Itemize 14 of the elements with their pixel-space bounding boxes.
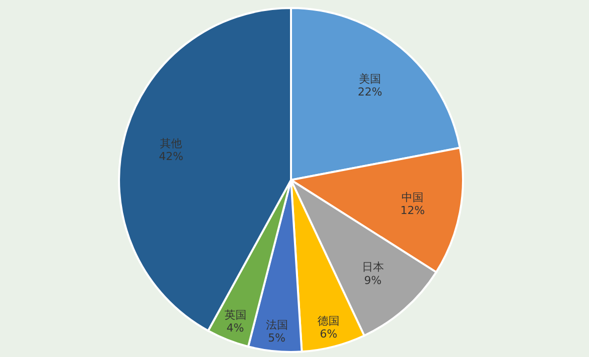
data-label: 12%	[400, 204, 425, 218]
data-label: 6%	[320, 328, 338, 341]
slice-label: 日本	[362, 260, 384, 274]
data-label: 42%	[158, 150, 184, 164]
data-label: 5%	[268, 332, 286, 345]
slice-label: 美国	[358, 72, 381, 86]
data-label: 4%	[226, 322, 244, 335]
data-label: 9%	[364, 274, 382, 287]
data-label: 22%	[358, 86, 382, 99]
slice-label: 中国	[402, 191, 424, 204]
slice-label: 德国	[318, 314, 340, 328]
slice-label: 其他	[160, 137, 182, 150]
slice-label: 法国	[266, 318, 288, 332]
slice-label: 英国	[224, 308, 246, 322]
